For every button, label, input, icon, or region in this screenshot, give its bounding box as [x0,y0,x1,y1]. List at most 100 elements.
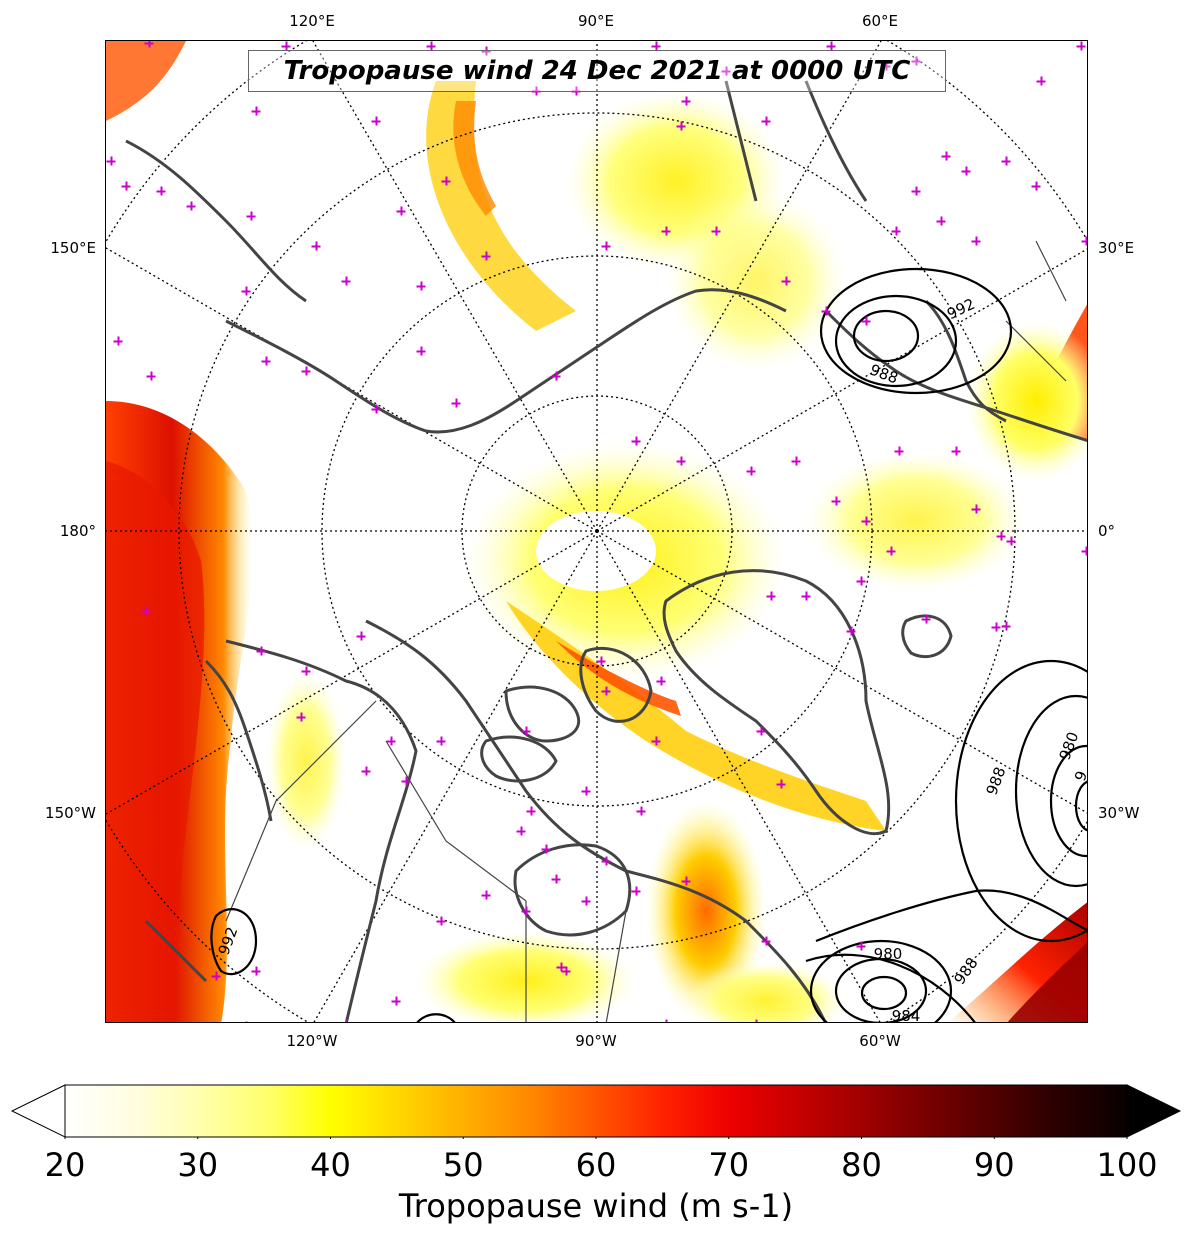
colorbar-scale [64,1084,1128,1138]
pacific-jet-core [106,461,205,1022]
station-marker [1031,181,1041,191]
station-marker [886,546,896,556]
station-marker [791,456,801,466]
station-marker [341,276,351,286]
lon-label-bottom-1: 120°W [286,1032,338,1050]
station-marker [342,1019,351,1022]
station-marker [752,1019,761,1022]
country-borders [225,240,1067,1022]
station-marker [911,186,921,196]
station-marker [261,356,271,366]
station-marker [361,766,371,776]
lon-label-bottom-3: 60°W [859,1032,901,1050]
lon-label-top-3: 60°E [861,12,899,30]
lon-label-top-2: 90°E [577,12,615,30]
station-marker [356,631,366,641]
station-marker [541,844,551,854]
station-marker [681,96,691,106]
station-marker [681,876,691,886]
station-marker [911,56,921,66]
station-marker [516,826,526,836]
station-marker [761,116,771,126]
station-marker [146,371,156,381]
north-america-coast [225,639,418,1022]
iceland-coast [901,614,953,659]
station-marker [801,591,811,601]
map-panel: 992 988 980 988 992 980 988 984 9 Tropopause win… [105,40,1088,1023]
station-marker [721,66,731,76]
colorbar-tick-label: 70 [708,1146,750,1184]
contour-992-sw [210,908,258,976]
station-marker [1081,236,1087,246]
station-marker [941,151,951,161]
colorbar-extend-min [10,1084,66,1138]
station-marker [651,41,661,51]
arctic-jet [506,601,886,831]
station-marker [951,446,961,456]
station-marker [156,186,166,196]
station-marker [631,436,641,446]
station-marker [961,166,971,176]
station-marker [971,236,981,246]
station-marker [831,496,841,506]
station-marker [391,996,401,1006]
station-marker [826,41,836,51]
colorbar-tick-label: 60 [575,1146,617,1184]
station-marker [821,306,831,316]
station-marker [551,874,561,884]
colorbar-tick-label: 40 [310,1146,351,1184]
station-marker [861,516,871,526]
station-marker [856,941,866,951]
station-marker [556,962,566,972]
lon-label-right-1: 30°E [1098,239,1135,257]
station-marker [846,626,856,636]
colorbar-tick-label: 50 [442,1146,484,1184]
station-marker [581,786,591,796]
pressure-contours [210,267,1087,1022]
station-marker [441,176,451,186]
station-marker [561,966,571,976]
station-marker [636,806,646,816]
lon-label-top-1: 120°E [289,12,335,30]
station-marker [481,46,491,56]
station-marker [436,916,446,926]
contour-988-ne [834,294,958,388]
station-marker [581,896,591,906]
station-marker [891,226,901,236]
colorbar-tick-label: 100 [1096,1146,1158,1184]
station-marker [996,531,1006,541]
contour-992-ne [819,267,1013,395]
colorbar [10,1083,1182,1143]
station-marker [1076,41,1086,51]
station-marker [756,726,766,736]
station-marker [121,181,131,191]
station-marker [451,398,461,408]
contour-label: 980 [873,945,903,963]
station-marker [251,106,261,116]
station-marker [211,971,221,981]
station-marker [416,346,426,356]
station-marker [661,226,671,236]
station-marker [1036,76,1046,86]
station-marker [113,336,123,346]
station-marker [991,622,1001,632]
station-marker [521,726,531,736]
lon-label-left-1: 150°E [50,239,96,257]
siberia-coast [225,288,787,434]
greenland-coast [662,569,891,836]
station-marker [656,676,666,686]
station-marker [251,966,261,976]
station-marker [371,404,381,414]
lon-label-left-2: 180° [59,522,96,540]
station-marker [631,886,641,896]
station-marker [1001,156,1011,166]
station-marker [596,656,606,666]
contour-label: 984 [891,1007,921,1023]
station-marker [301,366,311,376]
station-marker [601,241,611,251]
station-marker [601,686,611,696]
coastlines [125,80,1087,1022]
wind-map [106,41,1087,1022]
lon-label-right-3: 30°W [1098,804,1140,822]
station-marker [241,286,251,296]
